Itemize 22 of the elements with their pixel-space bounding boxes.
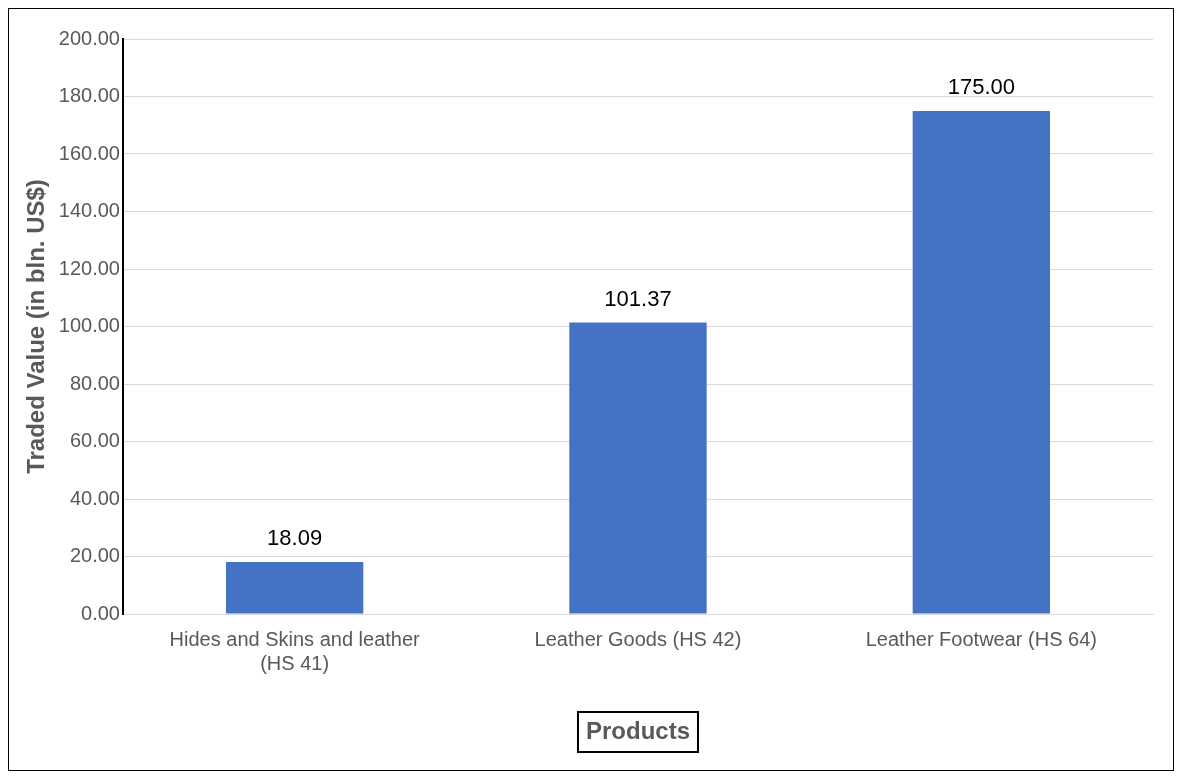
y-tick-label: 100.00: [58, 314, 120, 337]
y-tick-label: 140.00: [58, 199, 120, 222]
y-tick-label: 40.00: [69, 486, 120, 509]
y-tick-label: 200.00: [58, 26, 120, 49]
y-tick-label: 0.00: [81, 601, 120, 624]
data-label: 18.09: [267, 525, 323, 551]
bar: [569, 322, 707, 614]
bar: [225, 561, 364, 614]
y-axis-title: Traded Value (in bln. US$): [22, 179, 50, 474]
bar: [912, 110, 1050, 614]
y-tick-label: 180.00: [58, 84, 120, 107]
y-tick-label: 120.00: [58, 256, 120, 279]
x-axis-title: Products: [585, 716, 690, 744]
y-tick-label: 80.00: [69, 371, 120, 394]
data-label: 175.00: [947, 73, 1015, 99]
x-tick-label: Hides and Skins and leather (HS 41): [169, 627, 421, 674]
data-label: 101.37: [604, 285, 672, 311]
y-tick-label: 20.00: [69, 544, 120, 567]
x-tick-label: Leather Goods (HS 42): [534, 627, 742, 650]
y-tick-label: 60.00: [69, 429, 120, 452]
y-tick-label: 160.00: [58, 141, 120, 164]
x-tick-label: Leather Footwear (HS 64): [865, 627, 1097, 650]
